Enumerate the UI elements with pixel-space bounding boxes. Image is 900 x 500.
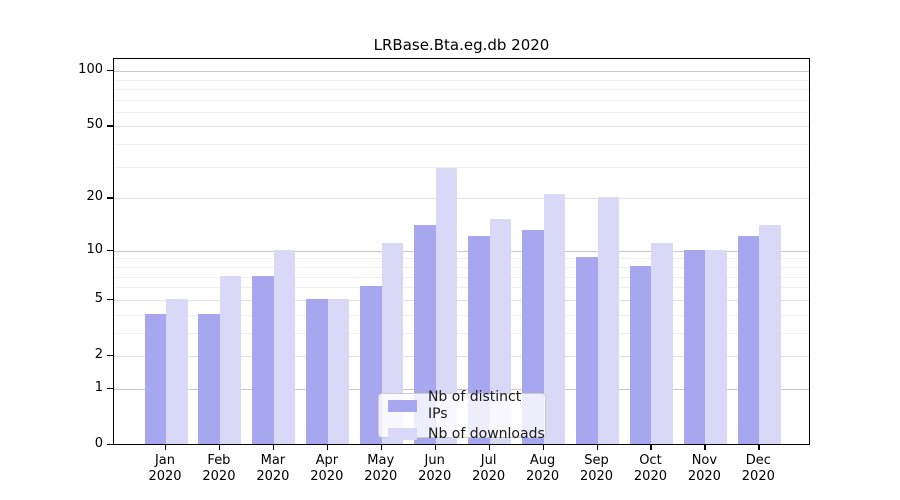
- bar-downloads-apr: [327, 298, 350, 444]
- bar-distinct-ips-nov: [683, 249, 706, 444]
- bar-distinct-ips-apr: [306, 298, 328, 444]
- bar-distinct-ips-jun: [414, 224, 436, 444]
- bar-downloads-sep: [597, 197, 620, 444]
- y-tick-label-0: 0: [94, 436, 103, 451]
- gridline-minor-y-70: [114, 99, 809, 101]
- x-tick-mark-jun: [434, 445, 436, 450]
- bar-downloads-jul: [489, 219, 512, 444]
- legend-label-downloads: Nb of downloads: [428, 425, 545, 442]
- bar-distinct-ips-mar: [252, 275, 274, 444]
- bar-downloads-dec: [759, 224, 781, 444]
- x-tick-label-dec: Dec 2020: [741, 453, 775, 484]
- y-tick-label-50: 50: [86, 117, 103, 133]
- x-tick-mark-sep: [596, 445, 598, 450]
- bar-downloads-aug: [543, 193, 566, 444]
- bar-distinct-ips-oct: [629, 265, 652, 444]
- bar-distinct-ips-jan: [144, 313, 166, 444]
- x-tick-label-jun: Jun 2020: [418, 453, 452, 484]
- y-tick-label-1: 1: [94, 379, 103, 395]
- chart-title: LRBase.Bta.eg.db 2020: [373, 36, 550, 54]
- gridline-y-2: [114, 355, 809, 357]
- y-tick-label-100: 100: [78, 62, 103, 78]
- legend-swatch-distinct-ips-icon: [388, 399, 417, 412]
- gridline-minor-y-7: [114, 276, 809, 278]
- bar-downloads-jun: [435, 168, 458, 444]
- bar-downloads-jan: [166, 298, 188, 444]
- plot-area: Nb of distinct IPs Nb of downloads: [113, 58, 810, 445]
- y-tick-label-20: 20: [86, 189, 103, 205]
- y-tick-mark-0: [107, 444, 113, 446]
- legend-label-distinct-ips: Nb of distinct IPs: [427, 388, 522, 422]
- gridline-y-1: [114, 388, 809, 390]
- gridline-y-5: [114, 299, 809, 301]
- x-tick-mark-mar: [272, 445, 275, 450]
- y-tick-mark-2: [107, 354, 113, 357]
- legend-swatch-downloads-icon: [388, 428, 417, 440]
- gridline-minor-y-40: [114, 144, 809, 146]
- x-tick-mark-aug: [542, 445, 544, 450]
- x-tick-mark-jul: [488, 445, 490, 450]
- bar-distinct-ips-sep: [576, 257, 598, 444]
- gridline-y-50: [114, 126, 809, 128]
- bar-downloads-oct: [651, 242, 673, 444]
- bar-distinct-ips-aug: [522, 230, 544, 444]
- x-tick-label-sep: Sep 2020: [579, 453, 614, 484]
- x-tick-label-may: May 2020: [364, 453, 398, 484]
- y-tick-mark-50: [107, 125, 113, 127]
- bar-distinct-ips-feb: [198, 313, 220, 444]
- x-tick-mark-jan: [165, 445, 167, 450]
- x-tick-label-mar: Mar 2020: [256, 453, 290, 484]
- y-tick-mark-100: [107, 70, 113, 72]
- y-tick-mark-1: [107, 387, 113, 390]
- y-tick-label-5: 5: [94, 290, 103, 306]
- x-tick-label-oct: Oct 2020: [633, 453, 667, 484]
- y-tick-label-2: 2: [94, 346, 103, 362]
- legend: Nb of distinct IPs Nb of downloads: [378, 389, 546, 442]
- bar-downloads-mar: [273, 249, 296, 444]
- bar-downloads-nov: [705, 249, 727, 444]
- y-tick-mark-20: [107, 197, 113, 199]
- x-tick-label-jan: Jan 2020: [148, 453, 182, 484]
- gridline-y-100: [114, 71, 809, 73]
- x-tick-mark-oct: [650, 445, 652, 450]
- x-tick-label-nov: Nov 2020: [687, 453, 721, 484]
- gridline-y-20: [114, 198, 809, 200]
- gridline-minor-y-30: [114, 166, 809, 168]
- gridline-minor-y-4: [114, 314, 809, 316]
- x-tick-label-aug: Aug 2020: [526, 453, 560, 484]
- x-tick-mark-feb: [218, 445, 221, 450]
- x-tick-mark-nov: [704, 445, 706, 450]
- x-tick-mark-dec: [758, 445, 760, 450]
- x-tick-label-jul: Jul 2020: [472, 453, 506, 484]
- y-tick-mark-5: [107, 298, 113, 301]
- gridline-minor-y-3: [114, 332, 809, 334]
- gridline-minor-y-80: [114, 88, 809, 90]
- bar-distinct-ips-jul: [468, 236, 490, 444]
- x-tick-label-apr: Apr 2020: [310, 453, 344, 484]
- gridline-minor-y-6: [114, 287, 809, 289]
- legend-item-downloads: Nb of downloads: [388, 426, 545, 443]
- gridline-minor-y-60: [114, 111, 809, 113]
- gridline-minor-y-8: [114, 266, 809, 268]
- gridline-minor-y-9: [114, 258, 809, 260]
- x-tick-mark-may: [380, 445, 383, 450]
- bar-distinct-ips-dec: [737, 236, 760, 444]
- gridline-y-10: [114, 250, 809, 252]
- gridline-minor-y-90: [114, 79, 809, 81]
- y-tick-label-10: 10: [86, 241, 103, 257]
- legend-item-distinct-ips: Nb of distinct IPs: [388, 389, 545, 423]
- y-tick-mark-10: [107, 249, 113, 251]
- x-tick-label-feb: Feb 2020: [202, 453, 236, 484]
- bar-distinct-ips-may: [360, 286, 382, 444]
- bar-downloads-feb: [219, 275, 242, 444]
- x-tick-mark-apr: [326, 445, 329, 450]
